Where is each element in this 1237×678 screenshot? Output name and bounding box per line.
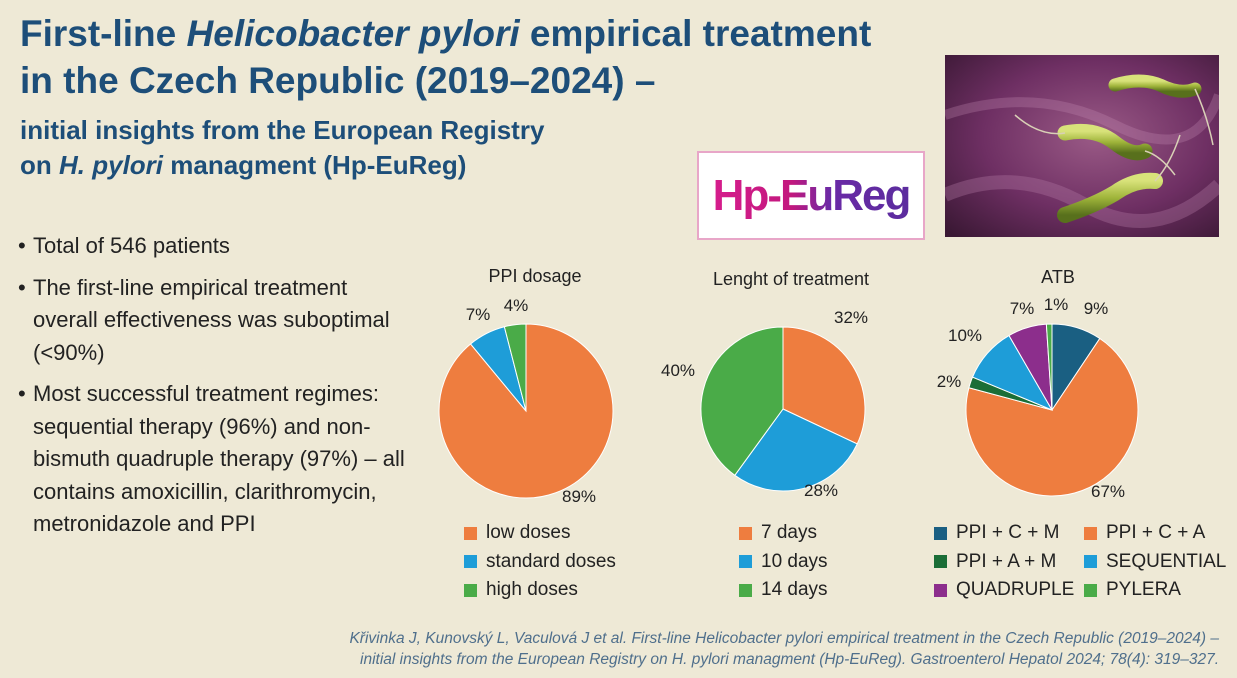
legend-item: SEQUENTIAL [1084,548,1234,577]
subtitle-part: managment (Hp-EuReg) [163,150,467,180]
pie-slice [438,323,614,499]
chart-title-length-of-treatment: Lenght of treatment [712,269,870,289]
pie-data-label: 4% [504,296,529,315]
legend-swatch [1084,583,1097,597]
title-line-2: in the Czech Republic (2019–2024) – [20,60,656,101]
legend-label: 14 days [761,579,828,601]
title-part: empirical treatment [519,13,872,54]
legend-item: high doses [464,576,616,605]
citation-line-2: initial insights from the European Regis… [360,651,1219,668]
pie-data-label: 28% [804,481,838,500]
legend-atb: PPI + C + M PPI + C + A PPI + A + M SEQU… [934,519,1234,605]
pie-data-label: 40% [661,361,695,380]
pie-data-label: 7% [466,305,491,324]
pie-data-label: 67% [1091,482,1125,501]
legend-label: PPI + A + M [956,550,1057,572]
legend-swatch [1084,555,1097,569]
title-part: First-line [20,13,187,54]
pie-slice [782,326,866,445]
bullet-item: The first-line empirical treatment overa… [18,272,418,370]
legend-label: low doses [486,522,571,544]
pie-data-label: 10% [948,326,982,345]
hp-eureg-logo: Hp-EuReg [697,151,925,240]
citation: Křivinka J, Kunovský L, Vaculová J et al… [219,628,1219,670]
legend-length-of-treatment: 7 days 10 days 14 days [739,519,828,605]
legend-swatch [934,555,947,569]
legend-swatch [464,583,477,597]
legend-ppi-dosage: low doses standard doses high doses [464,519,616,605]
legend-label: 10 days [761,550,828,572]
legend-item: PPI + C + A [1084,519,1234,548]
subtitle-part: on [20,150,59,180]
legend-label: PPI + C + A [1106,522,1206,544]
pie-data-label: 9% [1084,299,1109,318]
citation-line-1: Křivinka J, Kunovský L, Vaculová J et al… [349,630,1219,647]
legend-label: PPI + C + M [956,522,1060,544]
legend-label: standard doses [486,550,616,572]
legend-item: low doses [464,519,616,548]
legend-label: PYLERA [1106,579,1181,601]
bullet-item: Most successful treatment regimes: seque… [18,378,418,541]
legend-label: 7 days [761,522,817,544]
chart-title-ppi-dosage: PPI dosage [488,266,582,286]
legend-swatch [739,526,752,540]
pie-slice [1045,323,1053,411]
page-subtitle: initial insights from the European Regis… [20,113,544,183]
pie-data-label: 7% [1010,299,1035,318]
legend-item: PPI + A + M [934,548,1084,577]
bullet-item: Total of 546 patients [18,230,418,263]
legend-label: QUADRUPLE [956,579,1075,601]
legend-label: SEQUENTIAL [1106,550,1227,572]
page-title: First-line Helicobacter pylori empirical… [20,10,871,104]
legend-swatch [934,526,947,540]
legend-item: QUADRUPLE [934,576,1084,605]
pie-data-label: 32% [834,308,868,327]
pie-data-label: 89% [562,487,596,506]
legend-item: PYLERA [1084,576,1234,605]
legend-swatch [464,526,477,540]
chart-title-atb: ATB [1041,267,1075,287]
key-findings-list: Total of 546 patients The first-line emp… [18,230,418,550]
logo-text: Hp-EuReg [712,170,912,220]
pie-slice [734,408,858,492]
subtitle-italic-species: H. pylori [59,150,164,180]
legend-label: high doses [486,579,578,601]
h-pylori-bacteria-illustration [945,55,1219,237]
pie-slice [700,326,784,477]
legend-item: standard doses [464,548,616,577]
legend-swatch [739,555,752,569]
pie-data-label: 1% [1044,295,1069,314]
pie-data-label: 2% [937,372,962,391]
legend-swatch [739,583,752,597]
legend-swatch [1084,526,1097,540]
pie-slice [503,323,527,412]
legend-item: 10 days [739,548,828,577]
legend-swatch [934,583,947,597]
legend-item: 7 days [739,519,828,548]
legend-item: 14 days [739,576,828,605]
subtitle-line-1: initial insights from the European Regis… [20,115,545,145]
legend-swatch [464,555,477,569]
title-italic-species: Helicobacter pylori [186,13,520,54]
legend-item: PPI + C + M [934,519,1084,548]
pie-slice [965,337,1139,497]
